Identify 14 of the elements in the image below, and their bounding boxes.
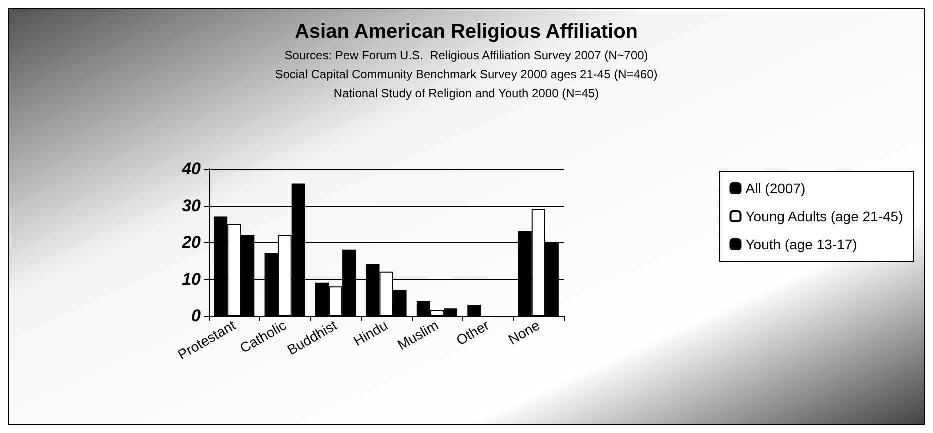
- y-tick-label: 20: [181, 233, 202, 252]
- y-tick-label: 40: [181, 160, 202, 178]
- x-tick-label: None: [506, 316, 543, 348]
- legend-label: Youth (age 13-17): [746, 236, 858, 252]
- y-tick-label: 0: [192, 306, 202, 326]
- legend-label: Young Adults (age 21-45): [746, 208, 904, 224]
- y-tick-label: 30: [182, 196, 202, 216]
- legend-label: All (2007): [746, 180, 806, 196]
- bar: [468, 304, 482, 316]
- y-tick-label: 10: [182, 270, 202, 289]
- x-tick-label: Other: [454, 316, 492, 348]
- chart-subtitle: Sources: Pew Forum U.S. Religious Affiliation Survey 2007 (N~700) Social Capital Community Benchmark Survey 2000 ages 21-45 (N=460) National Study of Religion and Youth 2000 (N=45): [275, 48, 658, 100]
- chart-title: Asian American Religious Affiliation: [294, 21, 638, 43]
- x-tick-label: Hindu: [350, 317, 390, 350]
